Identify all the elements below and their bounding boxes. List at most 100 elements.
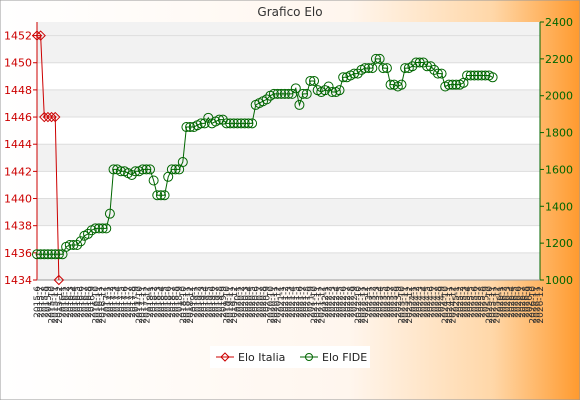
- data-point-elo-fide: [104, 208, 115, 219]
- x-tick-label: 2018-9: [175, 286, 185, 318]
- x-tick-label: 2022-9: [350, 286, 360, 318]
- data-point-elo-fide: [462, 70, 473, 81]
- left-axis-tick-label: 1438: [4, 220, 32, 233]
- x-tick-label: 2017-7: [124, 286, 134, 318]
- data-point-elo-fide: [35, 249, 46, 260]
- x-tick-label: 2026-12: [536, 286, 546, 324]
- x-tick-label: 2020-7: [255, 286, 265, 318]
- grid-band: [37, 252, 540, 280]
- x-tick-label: 2022-6: [339, 286, 349, 318]
- x-tick-label: 2025-2: [456, 286, 466, 318]
- x-tick-label: 2023-11: [401, 286, 411, 324]
- data-point-elo-fide: [432, 68, 443, 79]
- x-tick-label: 2025-11: [489, 286, 499, 324]
- x-tick-label: 2024-8: [434, 286, 444, 318]
- data-point-elo-fide: [272, 88, 283, 99]
- x-tick-label: 2020-1: [233, 286, 243, 318]
- x-tick-label: 2023-7: [387, 286, 397, 318]
- x-tick-label: 2025-6: [470, 286, 480, 318]
- left-axis-tick-label: 1448: [4, 84, 32, 97]
- data-point-elo-fide: [181, 122, 192, 133]
- legend-box: [210, 346, 370, 368]
- x-tick-label: 2016-2: [62, 286, 72, 318]
- x-tick-label: 2020-6: [252, 286, 262, 318]
- data-point-elo-fide: [83, 228, 94, 239]
- data-point-elo-fide: [400, 63, 411, 74]
- data-point-elo-fide: [50, 249, 61, 260]
- data-point-elo-fide: [290, 83, 301, 94]
- x-tick-label: 2025-8: [478, 286, 488, 318]
- data-point-elo-fide: [411, 57, 422, 68]
- data-point-elo-fide: [294, 99, 305, 110]
- x-tick-label: 2022-10: [354, 286, 364, 324]
- x-tick-label: 2021-3: [285, 286, 295, 318]
- right-axis-tick-label: 1400: [545, 200, 573, 213]
- legend-label-elo-italia: Elo Italia: [238, 351, 285, 364]
- x-tick-label: 2021-10: [310, 286, 320, 324]
- data-point-elo-fide: [152, 190, 163, 201]
- x-tick-label: 2018-6: [164, 286, 174, 318]
- x-tick-label: 2021-9: [306, 286, 316, 318]
- x-tick-label: 2019-9: [219, 286, 229, 318]
- x-tick-label: 2022-2: [325, 286, 335, 318]
- x-tick-label: 2025-10: [485, 286, 495, 324]
- x-tick-label: 2023-5: [379, 286, 389, 318]
- data-point-elo-fide: [473, 70, 484, 81]
- x-tick-label: 2018-11: [182, 286, 192, 324]
- data-point-elo-fide: [42, 249, 53, 260]
- right-axis-tick-label: 1000: [545, 274, 573, 287]
- x-tick-label: 2026-8: [521, 286, 531, 318]
- x-tick-label: 2026-6: [514, 286, 524, 318]
- x-tick-label: 2024-7: [430, 286, 440, 318]
- data-point-elo-fide: [39, 249, 50, 260]
- data-point-elo-fide: [243, 118, 254, 129]
- x-tick-label: 2023-2: [368, 286, 378, 318]
- x-tick-label: 2024-6: [427, 286, 437, 318]
- grid-band: [37, 144, 540, 172]
- x-tick-label: 2015-6: [33, 286, 43, 318]
- data-point-elo-fide: [130, 166, 141, 177]
- x-tick-label: 2017-6: [120, 286, 130, 318]
- data-point-elo-fide: [90, 223, 101, 234]
- data-point-elo-fide: [221, 118, 232, 129]
- data-point-elo-fide: [239, 118, 250, 129]
- x-tick-label: 2020-9: [263, 286, 273, 318]
- x-tick-label: 2018-4: [157, 286, 167, 318]
- x-tick-label: 2021-12: [317, 286, 327, 324]
- data-point-elo-fide: [144, 164, 155, 175]
- data-point-elo-fide: [228, 118, 239, 129]
- data-point-elo-fide: [283, 88, 294, 99]
- left-axis-tick-label: 1442: [4, 165, 32, 178]
- x-tick-label: 2025-7: [474, 286, 484, 318]
- x-tick-label: 2024-12: [449, 286, 459, 324]
- data-point-elo-fide: [381, 63, 392, 74]
- x-tick-label: 2021-5: [292, 286, 302, 318]
- data-point-elo-fide: [185, 122, 196, 133]
- x-tick-label: 2017-9: [131, 286, 141, 318]
- x-tick-label: 2016-7: [80, 286, 90, 318]
- legend-label-elo-fide: Elo FIDE: [322, 351, 367, 364]
- x-tick-label: 2018-5: [161, 286, 171, 318]
- x-tick-label: 2021-6: [295, 286, 305, 318]
- x-tick-label: 2023-3: [372, 286, 382, 318]
- x-tick-label: 2021-2: [281, 286, 291, 318]
- x-tick-label: 2015-9: [44, 286, 54, 318]
- series-line-elo-fide: [37, 58, 493, 255]
- data-point-elo-fide: [101, 223, 112, 234]
- x-tick-label: 2018-1: [146, 286, 156, 318]
- x-tick-label: 2025-3: [459, 286, 469, 318]
- x-tick-label: 2025-1: [452, 286, 462, 318]
- x-tick-label: 2016-3: [66, 286, 76, 318]
- x-tick-label: 2019-7: [212, 286, 222, 318]
- x-tick-label: 2019-5: [204, 286, 214, 318]
- x-tick-label: 2021-1: [277, 286, 287, 318]
- x-tick-label: 2018-3: [153, 286, 163, 318]
- data-point-elo-fide: [72, 239, 83, 250]
- x-tick-label: 2022-4: [332, 286, 342, 318]
- data-point-elo-fide: [53, 249, 64, 260]
- data-point-elo-italia: [39, 111, 50, 123]
- x-tick-label: 2017-5: [117, 286, 127, 318]
- data-point-elo-fide: [32, 249, 42, 260]
